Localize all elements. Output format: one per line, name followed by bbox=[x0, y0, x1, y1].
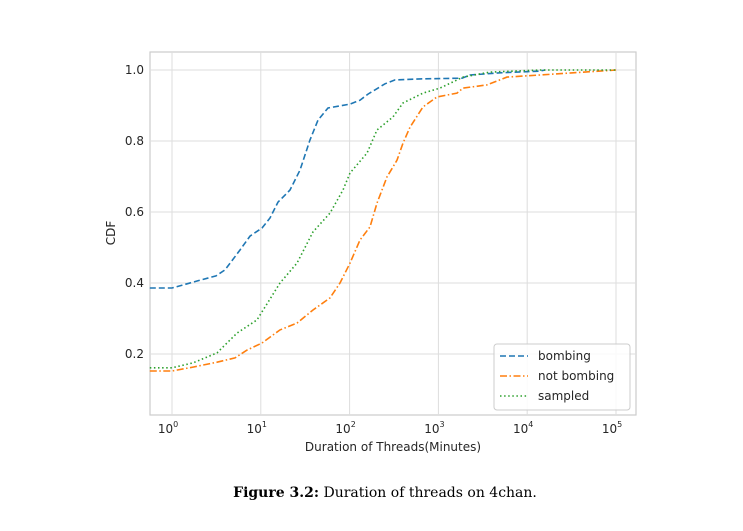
x-tick-label: 102 bbox=[335, 420, 355, 436]
y-tick-label: 0.4 bbox=[125, 276, 144, 290]
series-line-bombing bbox=[149, 69, 546, 289]
x-axis-label: Duration of Threads(Minutes) bbox=[305, 440, 481, 454]
series-lines bbox=[149, 69, 617, 372]
y-tick-label: 1.0 bbox=[125, 63, 144, 77]
y-tick-label: 0.6 bbox=[125, 205, 144, 219]
x-tick-label: 100 bbox=[158, 420, 178, 436]
figure-caption: Figure 3.2: Duration of threads on 4chan… bbox=[233, 485, 537, 501]
y-tick-label: 0.2 bbox=[125, 347, 144, 361]
series-line-not-bombing bbox=[149, 69, 617, 372]
legend-label: not bombing bbox=[538, 369, 614, 383]
caption-text: Duration of threads on 4chan. bbox=[319, 485, 537, 501]
x-tick-label: 101 bbox=[247, 420, 267, 436]
y-tick-label: 0.8 bbox=[125, 134, 144, 148]
x-tick-label: 104 bbox=[513, 420, 533, 436]
x-tick-labels: 100 101 102 103 104 105 bbox=[158, 420, 622, 436]
y-axis-label: CDF bbox=[104, 221, 118, 246]
caption-label: Figure 3.2: bbox=[233, 485, 319, 501]
series-line-sampled bbox=[149, 69, 616, 369]
legend-label: bombing bbox=[538, 349, 591, 363]
x-tick-label: 105 bbox=[602, 420, 622, 436]
y-tick-labels: 0.2 0.4 0.6 0.8 1.0 bbox=[125, 63, 144, 361]
legend: bombing not bombing sampled bbox=[493, 343, 631, 411]
x-tick-label: 103 bbox=[424, 420, 444, 436]
legend-label: sampled bbox=[538, 389, 589, 403]
